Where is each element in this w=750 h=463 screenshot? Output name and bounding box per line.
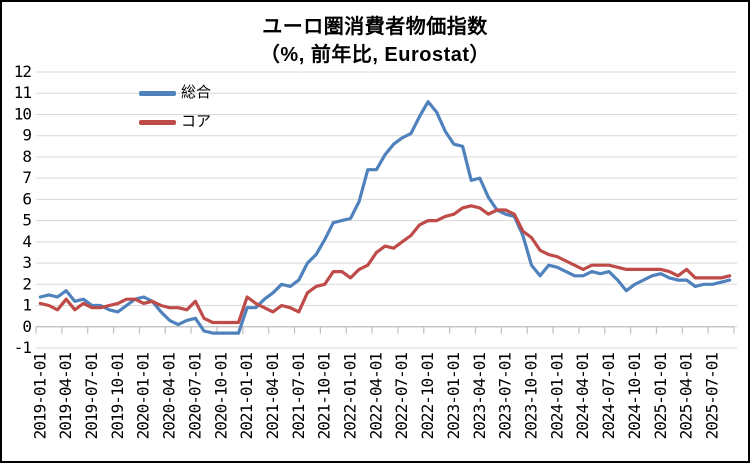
core-line-swatch-icon xyxy=(139,120,176,125)
legend-item-headline: 総合 xyxy=(139,79,211,108)
chart-title: ユーロ圏消費者物価指数 xyxy=(262,16,488,38)
chart-subtitle: （%, 前年比, Eurostat） xyxy=(259,44,491,66)
y-axis-tick-label: 12 xyxy=(14,62,32,81)
y-axis-tick-label: 2 xyxy=(22,274,31,293)
x-axis-tick-label: 2021-07-01 xyxy=(289,353,308,440)
y-axis-tick-label: 1 xyxy=(22,296,31,315)
y-axis-tick-label: 5 xyxy=(22,211,31,230)
x-axis-tick-label: 2024-10-01 xyxy=(625,353,644,440)
x-axis-tick-label: 2021-01-01 xyxy=(237,353,256,440)
x-axis-tick-label: 2024-04-01 xyxy=(573,353,592,440)
y-axis-tick-label: 6 xyxy=(22,189,31,208)
x-axis-tick-label: 2019-07-01 xyxy=(82,353,101,440)
x-axis-tick-label: 2023-01-01 xyxy=(444,353,463,440)
x-axis-tick-label: 2024-07-01 xyxy=(599,353,618,440)
x-axis-tick-label: 2020-01-01 xyxy=(134,353,153,440)
x-axis-tick-label: 2021-04-01 xyxy=(263,353,282,440)
x-axis-tick-label: 2022-10-01 xyxy=(418,353,437,440)
x-axis-tick-label: 2023-04-01 xyxy=(470,353,489,440)
x-axis-tick-label: 2023-10-01 xyxy=(521,353,540,440)
x-axis-tick-label: 2020-07-01 xyxy=(185,353,204,440)
y-axis-tick-label: 8 xyxy=(22,147,31,166)
y-axis-tick-label: 0 xyxy=(22,317,31,336)
x-axis-tick-label: 2022-04-01 xyxy=(366,353,385,440)
legend-item-core: コア xyxy=(139,108,211,137)
x-axis-tick-label: 2019-01-01 xyxy=(30,353,49,440)
y-axis-tick-label: 4 xyxy=(22,232,31,251)
x-axis-tick-label: 2024-01-01 xyxy=(547,353,566,440)
x-axis-tick-label: 2025-04-01 xyxy=(677,353,696,440)
y-axis-tick-label: 3 xyxy=(22,253,31,272)
x-axis-tick-label: 2022-07-01 xyxy=(392,353,411,440)
legend: 総合 コア xyxy=(139,79,211,137)
x-axis-tick-label: 2025-07-01 xyxy=(702,353,721,440)
series-line-headline xyxy=(38,100,732,335)
y-axis-tick-label: 9 xyxy=(22,126,31,145)
x-axis-tick-label: 2025-01-01 xyxy=(651,353,670,440)
x-axis-tick-label: 2022-01-01 xyxy=(341,353,360,440)
series-line-core xyxy=(38,204,732,325)
x-axis-tick-label: 2019-04-01 xyxy=(56,353,75,440)
headline-line-swatch-icon xyxy=(139,91,176,96)
legend-label-headline: 総合 xyxy=(181,84,212,101)
x-axis-tick-label: 2021-10-01 xyxy=(315,353,334,440)
x-axis-tick-label: 2023-07-01 xyxy=(496,353,515,440)
y-axis-tick-label: 7 xyxy=(22,168,31,187)
x-axis-tick-label: 2020-04-01 xyxy=(160,353,179,440)
y-axis-tick-label: 11 xyxy=(14,83,32,102)
y-axis-tick-label: -1 xyxy=(14,338,32,357)
x-axis-tick-label: 2019-10-01 xyxy=(108,353,127,440)
y-axis-tick-label: 10 xyxy=(14,104,32,123)
legend-label-core: コア xyxy=(181,113,212,130)
x-axis-tick-label: 2020-10-01 xyxy=(211,353,230,440)
